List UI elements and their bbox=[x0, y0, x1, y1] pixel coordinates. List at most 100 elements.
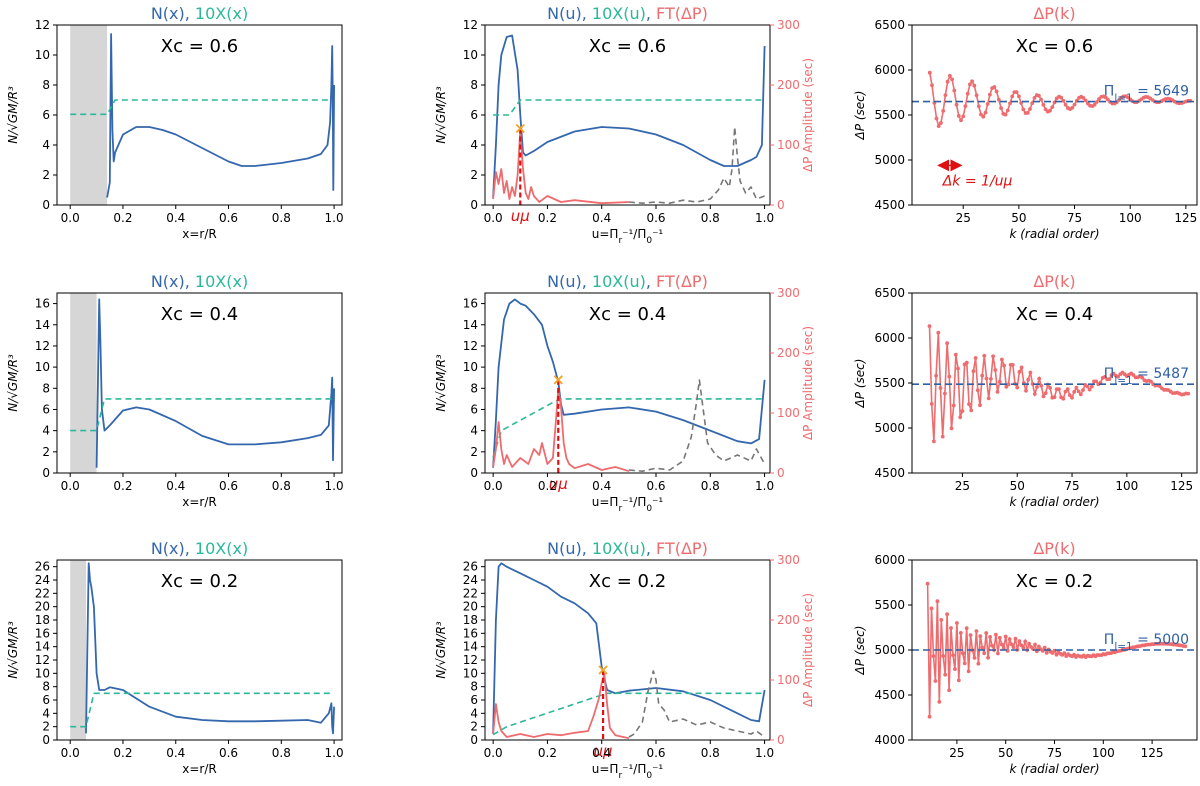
x-tick-label: 1.0 bbox=[755, 746, 774, 760]
series-ft-p- bbox=[492, 388, 630, 473]
x-tick-label: 1.0 bbox=[325, 479, 344, 493]
y-tick-label: 6500 bbox=[874, 18, 905, 32]
y-tick-label: 14 bbox=[463, 640, 478, 654]
dp-point bbox=[1005, 108, 1010, 113]
series-n-u- bbox=[492, 34, 766, 198]
dp-point bbox=[982, 651, 987, 656]
chart-title: N(x), 10X(x) bbox=[151, 4, 248, 23]
dp-point bbox=[975, 388, 980, 393]
series-n-x- bbox=[95, 298, 335, 468]
dp-point bbox=[1048, 386, 1052, 390]
x-tick-label: 125 bbox=[1141, 746, 1164, 760]
dp-point bbox=[982, 353, 987, 358]
y-tick-label: 6 bbox=[470, 108, 478, 122]
dp-point bbox=[1041, 394, 1046, 399]
dp-point bbox=[1116, 374, 1120, 379]
series-10x-x- bbox=[70, 398, 332, 432]
y-tick-label: 8 bbox=[470, 680, 478, 694]
dp-point bbox=[996, 651, 1000, 656]
y-tick-label: 4500 bbox=[874, 198, 905, 212]
y-tick-label: 4 bbox=[42, 706, 50, 720]
y-tick-label: 16 bbox=[463, 297, 478, 311]
x-tick-label: 50 bbox=[1010, 479, 1025, 493]
x-tick-label: 0.6 bbox=[219, 211, 238, 225]
dp-point bbox=[967, 402, 971, 406]
x-axis-label: k (radial order) bbox=[1009, 762, 1099, 776]
dp-point bbox=[1028, 107, 1032, 111]
x-tick-label: 0.6 bbox=[646, 211, 665, 225]
dp-point bbox=[970, 79, 974, 84]
dp-point bbox=[991, 354, 995, 359]
y-axis-label: ΔP (sec) bbox=[853, 626, 867, 676]
y-tick-label: 10 bbox=[35, 48, 50, 62]
y-tick-label: 2 bbox=[470, 720, 478, 734]
x-tick-label: 0.4 bbox=[166, 746, 185, 760]
dp-point bbox=[1131, 373, 1136, 377]
dp-point bbox=[964, 626, 969, 631]
chart-title: N(u), 10X(u), FT(ΔP) bbox=[547, 4, 708, 23]
dp-point bbox=[1023, 639, 1028, 644]
chart-r3c2: uμ0.0 0.2 0.4 0.6 0.8 1.002468101214161820222… bbox=[434, 539, 815, 781]
y-tick-label: 2 bbox=[470, 445, 478, 459]
y-tick-label: 20 bbox=[463, 600, 478, 614]
dp-point bbox=[1039, 97, 1043, 102]
dp-point bbox=[958, 631, 963, 635]
dp-point bbox=[992, 85, 997, 89]
plot-area bbox=[70, 560, 335, 740]
dp-point bbox=[960, 651, 965, 656]
dp-point bbox=[941, 654, 946, 658]
dp-point bbox=[1019, 365, 1024, 370]
dp-point bbox=[971, 369, 976, 374]
y-right-label: ΔP Amplitude (sec) bbox=[801, 326, 815, 440]
dp-point bbox=[1037, 376, 1042, 381]
dp-point bbox=[1072, 102, 1077, 107]
dp-point bbox=[1017, 639, 1022, 644]
dp-point bbox=[1186, 391, 1191, 396]
x-tick-label: 75 bbox=[1064, 479, 1079, 493]
x-tick-label: 25 bbox=[955, 479, 970, 493]
dp-point bbox=[950, 77, 954, 82]
series-10x-x- bbox=[70, 99, 332, 116]
y-tick-label: 6000 bbox=[874, 331, 905, 345]
y-axis-label: N/√GM/R³ bbox=[434, 621, 448, 679]
dp-point bbox=[927, 714, 932, 719]
y-tick-label: 6 bbox=[42, 108, 50, 122]
period-spacing-label: Πl=1 = 5000 bbox=[1104, 632, 1189, 653]
dp-point bbox=[1081, 96, 1086, 100]
y-right-tick-label: 300 bbox=[777, 18, 800, 32]
dp-point bbox=[983, 110, 988, 115]
dp-point bbox=[1017, 370, 1022, 374]
y-right-tick-label: 100 bbox=[777, 406, 800, 420]
xc-annotation: Xc = 0.6 bbox=[589, 36, 666, 57]
y-tick-label: 16 bbox=[35, 297, 50, 311]
xc-annotation: Xc = 0.4 bbox=[161, 304, 238, 325]
x-axis-label: u=Πr⁻¹/Π0⁻¹ bbox=[592, 495, 664, 514]
dp-point bbox=[1041, 102, 1046, 107]
dp-point bbox=[1035, 385, 1039, 389]
y-tick-label: 0 bbox=[470, 466, 478, 480]
x-tick-label: 0.2 bbox=[538, 746, 557, 760]
y-tick-label: 0 bbox=[470, 198, 478, 212]
dp-point bbox=[965, 91, 970, 96]
y-tick-label: 2 bbox=[42, 720, 50, 734]
dp-point bbox=[1062, 651, 1067, 655]
x-tick-label: 0.0 bbox=[61, 746, 80, 760]
dp-point bbox=[934, 116, 939, 121]
dp-point bbox=[943, 672, 948, 677]
chart-title: N(x), 10X(x) bbox=[151, 272, 248, 291]
u-mu-label: uμ bbox=[549, 475, 568, 493]
plot-area bbox=[492, 562, 766, 740]
dp-point bbox=[984, 376, 989, 381]
dp-point bbox=[952, 88, 957, 93]
dp-point bbox=[931, 654, 936, 658]
x-tick-label: 0.0 bbox=[61, 479, 80, 493]
dp-point bbox=[932, 439, 936, 444]
plot-area bbox=[492, 34, 766, 205]
dp-point bbox=[974, 93, 979, 98]
dp-point bbox=[949, 426, 954, 431]
dp-point bbox=[951, 403, 956, 408]
y-tick-label: 12 bbox=[463, 653, 478, 667]
chart-r1c1: 0.0 0.2 0.4 0.6 0.8 1.0 0 2 4 6 8 10 12 x=r/R N/√GM/R³… bbox=[6, 4, 344, 241]
chart-title: ΔP(k) bbox=[1033, 4, 1075, 23]
